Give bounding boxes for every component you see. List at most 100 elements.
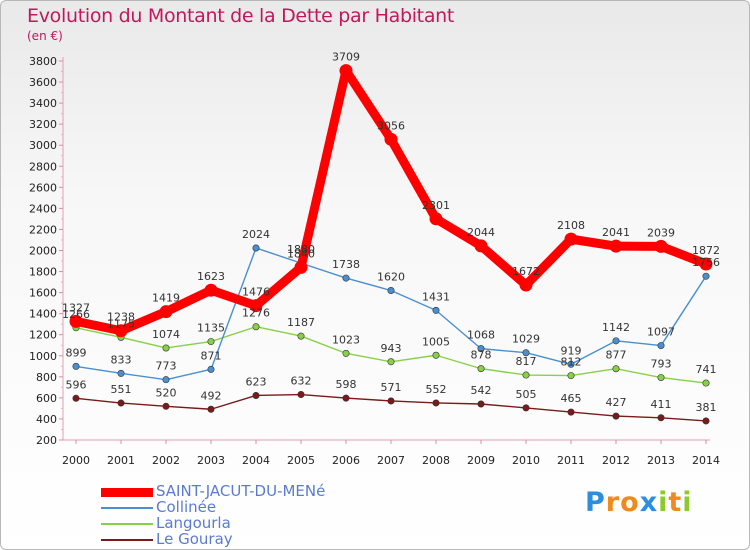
data-label: 899	[66, 346, 87, 359]
y-tick-label: 3400	[29, 97, 57, 110]
data-point	[612, 412, 620, 420]
x-tick-label: 2005	[287, 454, 315, 467]
data-point	[342, 349, 350, 357]
data-label: 2039	[647, 226, 675, 239]
data-point	[114, 324, 128, 338]
data-label: 2044	[467, 226, 495, 239]
legend-swatch	[101, 507, 153, 509]
data-point	[69, 314, 83, 328]
data-label: 1419	[152, 292, 180, 305]
data-label: 1623	[197, 270, 225, 283]
logo-letter: o	[620, 487, 640, 518]
data-point	[609, 239, 623, 253]
data-point	[252, 244, 260, 252]
y-tick-label: 1800	[29, 266, 57, 279]
data-point	[477, 400, 485, 408]
data-label: 812	[561, 356, 582, 369]
y-tick-label: 200	[36, 434, 57, 447]
series-3	[72, 391, 710, 425]
data-label: 1620	[377, 271, 405, 284]
legend-item: SAINT-JACUT-DU-MENé	[101, 483, 401, 500]
data-label: 505	[516, 388, 537, 401]
data-label: 1872	[692, 244, 720, 257]
data-label: 3709	[332, 51, 360, 64]
data-label: 1187	[287, 316, 315, 329]
legend-label: Langourla	[156, 514, 231, 532]
data-point	[339, 64, 353, 78]
y-tick-label: 1200	[29, 329, 57, 342]
y-tick-label: 2400	[29, 202, 57, 215]
data-label: 596	[66, 378, 87, 391]
data-point	[297, 332, 305, 340]
data-label: 1175	[107, 317, 135, 330]
y-tick-label: 2800	[29, 160, 57, 173]
data-point	[159, 305, 173, 319]
data-point	[519, 278, 533, 292]
data-point	[207, 338, 215, 346]
data-label: 773	[156, 360, 177, 373]
data-point	[207, 365, 215, 373]
y-tick-label: 3600	[29, 76, 57, 89]
x-tick-label: 2011	[557, 454, 585, 467]
y-tick-label: 600	[36, 392, 57, 405]
x-tick-label: 2000	[62, 454, 90, 467]
data-point	[162, 376, 170, 384]
logo-letter: t	[668, 487, 683, 518]
data-label: 632	[291, 375, 312, 388]
data-point	[384, 132, 398, 146]
data-point	[252, 323, 260, 331]
data-point	[162, 402, 170, 410]
data-point	[522, 371, 530, 379]
data-point	[657, 342, 665, 350]
logo-letter: r	[605, 487, 621, 518]
logo-letter: i	[682, 487, 693, 518]
data-label: 1142	[602, 321, 630, 334]
data-label: 793	[651, 358, 672, 371]
data-point	[657, 374, 665, 382]
data-point	[612, 365, 620, 373]
data-label: 741	[696, 363, 717, 376]
legend-swatch	[101, 523, 153, 525]
data-label: 817	[516, 355, 537, 368]
data-label: 1266	[62, 308, 90, 321]
x-tick-label: 2004	[242, 454, 270, 467]
data-point	[567, 408, 575, 416]
data-label: 551	[111, 383, 132, 396]
logo-letter: x	[639, 487, 659, 518]
series-2	[72, 323, 710, 387]
data-label: 427	[606, 396, 627, 409]
x-tick-label: 2013	[647, 454, 675, 467]
data-point	[657, 414, 665, 422]
x-tick-label: 2014	[692, 454, 720, 467]
legend-item: Langourla	[101, 514, 401, 532]
data-label: 1068	[467, 329, 495, 342]
legend-label: Collinée	[156, 498, 217, 516]
data-label: 1756	[692, 256, 720, 269]
y-tick-label: 2200	[29, 223, 57, 236]
data-label: 520	[156, 386, 177, 399]
x-tick-label: 2009	[467, 454, 495, 467]
data-label: 1327	[62, 301, 90, 314]
data-label: 2041	[602, 226, 630, 239]
y-tick-label: 1600	[29, 287, 57, 300]
data-label: 1238	[107, 311, 135, 324]
x-tick-label: 2012	[602, 454, 630, 467]
data-point	[387, 397, 395, 405]
data-label: 1431	[422, 290, 450, 303]
data-point	[162, 344, 170, 352]
legend-label: Le Gouray	[156, 530, 233, 548]
data-point	[699, 257, 713, 271]
data-label: 1276	[242, 307, 270, 320]
x-tick-label: 2010	[512, 454, 540, 467]
data-label: 1476	[242, 286, 270, 299]
data-label: 598	[336, 378, 357, 391]
data-point	[432, 306, 440, 314]
legend-swatch	[101, 539, 153, 541]
y-tick-label: 1000	[29, 350, 57, 363]
data-point	[72, 394, 80, 402]
x-tick-label: 2001	[107, 454, 135, 467]
logo-letter: i	[658, 487, 669, 518]
data-label: 552	[426, 383, 447, 396]
data-point	[522, 404, 530, 412]
